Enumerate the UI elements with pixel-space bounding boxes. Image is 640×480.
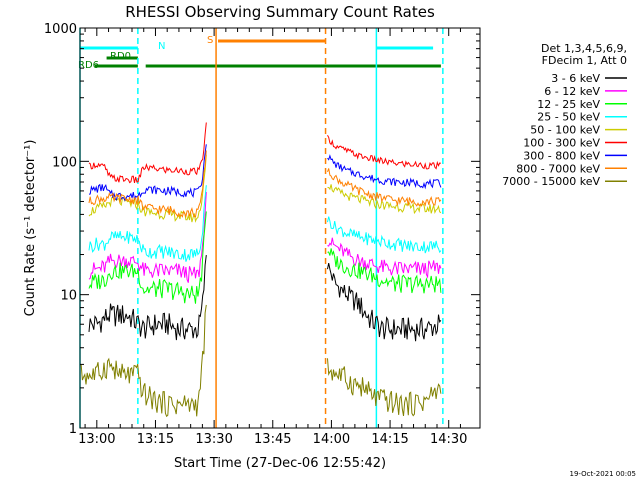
legend-header-line: Det 1,3,4,5,6,9, <box>541 42 627 55</box>
y-axis-label: Count Rate (s⁻¹ detector⁻¹) <box>23 140 38 317</box>
axes: 13:00 13:15 13:30 13:45 14:00 14:15 14:30 1 10 10… <box>44 22 480 447</box>
series-line-0 <box>88 255 207 341</box>
series-line-2 <box>88 211 207 304</box>
series-line-3 <box>88 185 207 262</box>
y-tick-label: 1000 <box>44 22 77 37</box>
x-tick-label: 14:30 <box>430 432 467 447</box>
x-axis-label: Start Time (27-Dec-06 12:55:42) <box>174 456 386 471</box>
y-tick-label: 10 <box>60 289 77 304</box>
flag-bars: N S RD0 RD6 <box>78 35 441 71</box>
x-tick-label: 13:45 <box>254 432 291 447</box>
series-line-3 <box>327 216 442 254</box>
plot-frame <box>79 27 481 429</box>
flag-label-n: N <box>158 41 165 52</box>
series-line-5 <box>88 122 207 184</box>
series-line-8 <box>327 358 442 417</box>
legend-header-line: FDecim 1, Att 0 <box>542 54 627 67</box>
legend-entry-label: 25 - 50 keV <box>537 111 600 124</box>
series-line-6 <box>327 154 442 190</box>
series-line-7 <box>88 150 207 219</box>
y-tick-label: 1 <box>69 422 77 437</box>
series-line-1 <box>327 237 442 279</box>
legend-entry-label: 300 - 800 keV <box>523 149 600 162</box>
x-tick-label: 14:00 <box>313 432 350 447</box>
series-lines <box>80 122 442 418</box>
legend-entry-label: 3 - 6 keV <box>551 72 600 85</box>
legend-entry-label: 100 - 300 keV <box>523 137 600 150</box>
flag-label-rd6: RD6 <box>78 60 99 71</box>
legend-entry-label: 12 - 25 keV <box>537 98 600 111</box>
x-tick-label: 14:15 <box>371 432 408 447</box>
x-tick-label: 13:15 <box>137 432 174 447</box>
chart-title: RHESSI Observing Summary Count Rates <box>125 3 435 21</box>
legend-entry-label: 7000 - 15000 keV <box>502 175 600 188</box>
series-line-2 <box>327 248 442 294</box>
flag-label-s: S <box>207 35 213 46</box>
series-line-1 <box>88 191 207 283</box>
x-tick-label: 13:30 <box>195 432 232 447</box>
series-line-6 <box>88 144 207 202</box>
legend-entry-label: 800 - 7000 keV <box>516 162 600 175</box>
x-tick-label: 13:00 <box>78 432 115 447</box>
legend-entry-label: 50 - 100 keV <box>530 124 600 137</box>
series-line-0 <box>327 263 442 342</box>
series-line-4 <box>327 184 442 215</box>
y-tick-label: 100 <box>52 155 77 170</box>
flag-label-rd0: RD0 <box>110 51 131 62</box>
generated-timestamp: 19-Oct-2021 00:05 <box>570 470 636 478</box>
legend-entry-label: 6 - 12 keV <box>544 85 600 98</box>
vertical-markers <box>79 28 444 428</box>
series-line-4 <box>88 154 207 223</box>
series-line-7 <box>327 168 442 207</box>
series-line-5 <box>327 135 442 170</box>
legend: Det 1,3,4,5,6,9,FDecim 1, Att 0 3 - 6 keV… <box>502 42 627 188</box>
series-line-8 <box>80 304 207 418</box>
